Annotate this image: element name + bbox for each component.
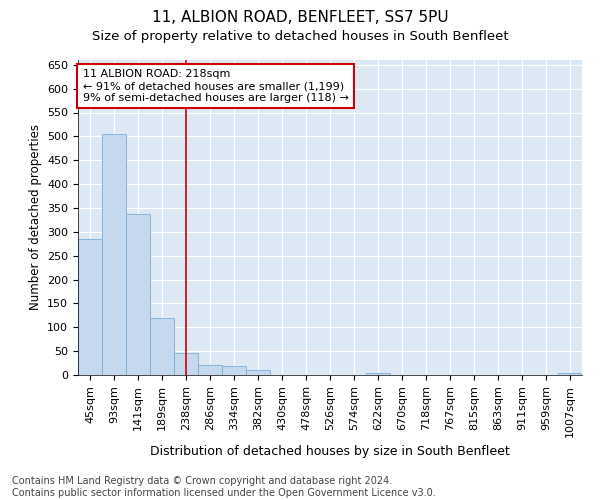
Bar <box>78 239 102 375</box>
Text: Size of property relative to detached houses in South Benfleet: Size of property relative to detached ho… <box>92 30 508 43</box>
Text: 11 ALBION ROAD: 218sqm
← 91% of detached houses are smaller (1,199)
9% of semi-d: 11 ALBION ROAD: 218sqm ← 91% of detached… <box>83 70 349 102</box>
Bar <box>150 318 174 375</box>
Bar <box>174 352 198 375</box>
Text: 11, ALBION ROAD, BENFLEET, SS7 5PU: 11, ALBION ROAD, BENFLEET, SS7 5PU <box>152 10 448 25</box>
X-axis label: Distribution of detached houses by size in South Benfleet: Distribution of detached houses by size … <box>150 445 510 458</box>
Y-axis label: Number of detached properties: Number of detached properties <box>29 124 41 310</box>
Bar <box>102 134 126 375</box>
Bar <box>198 366 222 375</box>
Bar <box>246 370 270 375</box>
Bar <box>558 372 582 375</box>
Bar <box>222 366 246 375</box>
Bar <box>366 372 390 375</box>
Bar <box>126 214 150 375</box>
Text: Contains HM Land Registry data © Crown copyright and database right 2024.
Contai: Contains HM Land Registry data © Crown c… <box>12 476 436 498</box>
